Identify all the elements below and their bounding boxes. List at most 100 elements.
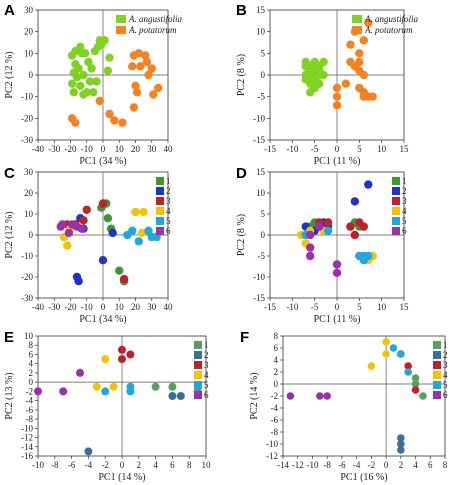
x-axis-label: PC1 (11 %) [314, 156, 361, 167]
y-tick-label: 0 [261, 230, 266, 240]
x-tick-label: -5 [311, 144, 319, 154]
series-6 [286, 392, 331, 400]
legend-label: 1 [204, 340, 209, 350]
data-point [74, 277, 83, 286]
legend-label: A. angustifolia [364, 14, 419, 24]
y-tick-label: -16 [21, 451, 33, 461]
data-point [84, 447, 93, 456]
data-point [95, 96, 104, 106]
x-tick-label: -2 [101, 460, 109, 470]
legend-swatch [194, 341, 202, 349]
legend-label: 5 [204, 380, 209, 390]
legend-swatch [433, 341, 441, 349]
data-point [137, 228, 147, 238]
legend-swatch [433, 361, 441, 369]
data-point [149, 90, 158, 99]
data-point [87, 64, 96, 73]
x-tick-label: 10 [115, 302, 125, 312]
y-tick-label: -30 [21, 293, 33, 303]
legend-swatch [433, 351, 441, 359]
legend-swatch [433, 381, 441, 389]
data-point [301, 62, 310, 71]
x-tick-label: -30 [48, 302, 60, 312]
legend-label: A. potatorum [128, 25, 177, 35]
data-point [397, 434, 405, 442]
y-tick-label: 20 [24, 188, 34, 198]
y-tick-label: -14 [21, 442, 33, 452]
y-tick-label: 8 [274, 331, 279, 341]
series-1 [411, 374, 427, 400]
legend-label: 2 [204, 350, 209, 360]
y-tick-label: 8 [29, 340, 34, 350]
data-point [323, 218, 333, 227]
x-tick-label: 0 [120, 460, 125, 470]
x-axis-label: PC1 (34 %) [79, 156, 126, 167]
data-point [79, 216, 88, 225]
series-3 [314, 218, 368, 240]
data-point [346, 222, 355, 231]
legend-label: 1 [166, 176, 171, 186]
data-point [59, 387, 68, 396]
x-axis-label: PC1 (11 %) [314, 314, 361, 325]
data-point [139, 207, 148, 217]
data-point [134, 49, 143, 58]
x-tick-label: 30 [147, 144, 157, 154]
legend-swatch [156, 207, 164, 215]
data-point [136, 62, 145, 71]
x-tick-label: -10 [286, 302, 298, 312]
data-point [350, 197, 360, 206]
series-2 [397, 434, 405, 454]
y-tick-label: 2 [29, 368, 34, 378]
data-point [82, 88, 91, 97]
y-tick-label: 30 [24, 167, 34, 177]
data-point [341, 79, 351, 88]
data-point [56, 222, 65, 231]
data-point [119, 274, 129, 284]
x-tick-label: 15 [400, 302, 410, 312]
x-tick-label: 10 [202, 460, 212, 470]
x-tick-label: 10 [377, 144, 387, 154]
legend-swatch [352, 26, 362, 34]
data-point [306, 251, 315, 261]
data-point [92, 382, 101, 391]
x-tick-label: -14 [277, 460, 289, 470]
data-point [316, 392, 324, 400]
x-tick-label: 5 [357, 144, 362, 154]
x-tick-label: 10 [377, 302, 387, 312]
data-point [69, 88, 78, 97]
y-tick-label: -10 [21, 92, 33, 102]
series-1 [301, 57, 328, 97]
y-tick-label: -5 [258, 92, 266, 102]
y-tick-label: -15 [253, 293, 265, 303]
data-point [319, 70, 328, 80]
x-tick-label: -8 [51, 460, 59, 470]
data-point [98, 256, 108, 265]
y-tick-label: 6 [274, 343, 279, 353]
series-4 [92, 355, 118, 391]
x-tick-label: 2 [399, 460, 404, 470]
data-point [350, 230, 360, 240]
panel-b: B -15 -10 -5 0 5 10 15 -15 -10 -5 0 5 10 15 PC1 (11 %) P… [236, 2, 419, 167]
legend-swatch [156, 217, 164, 225]
legend-label: 1 [443, 340, 448, 350]
data-point [332, 92, 342, 101]
x-tick-label: 10 [115, 144, 125, 154]
y-tick-label: -10 [253, 113, 265, 123]
y-tick-label: 5 [261, 48, 266, 58]
y-tick-label: 10 [24, 209, 34, 219]
legend-label: 2 [166, 186, 171, 196]
data-point [34, 387, 42, 396]
x-tick-label: 2 [137, 460, 142, 470]
data-point [306, 243, 315, 252]
legend-swatch [156, 177, 164, 185]
x-tick-label: -20 [65, 302, 77, 312]
data-point [168, 382, 177, 391]
x-axis-label: PC1 (34 %) [79, 314, 126, 325]
data-point [118, 118, 127, 127]
y-tick-label: -30 [21, 135, 33, 145]
data-point [314, 222, 324, 231]
data-point [359, 256, 368, 265]
legend-label: 3 [443, 360, 448, 370]
x-tick-label: 4 [413, 460, 418, 470]
